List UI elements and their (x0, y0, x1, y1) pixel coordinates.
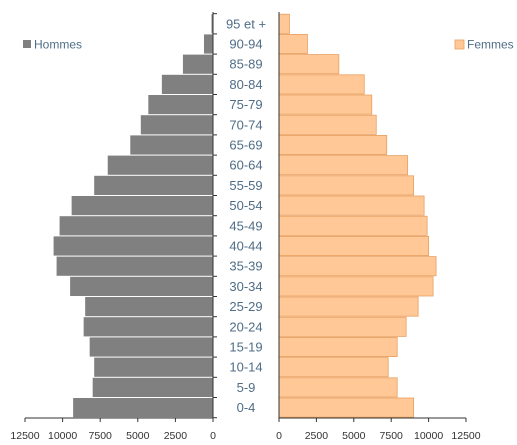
left-x-tick-label: 12500 (10, 430, 39, 442)
bar-hommes-55-59 (94, 175, 213, 195)
age-group-labels: 0-4 5-9 10-14 15-19 20-24 25-29 30-34 35-39 40-4… (226, 16, 266, 415)
bar-hommes-70-74 (140, 115, 213, 135)
age-label-85-89: 85-89 (229, 57, 262, 72)
bar-femmes-40-44 (278, 235, 430, 256)
age-label-5-9: 5-9 (237, 380, 256, 395)
bar-hommes-75-79 (148, 95, 213, 115)
bar-femmes-70-74 (278, 114, 377, 135)
age-label-0-4: 0-4 (237, 400, 256, 415)
left-x-tick-label: 10000 (48, 430, 77, 442)
bar-femmes-85-89 (278, 54, 340, 75)
bar-hommes-60-64 (107, 155, 213, 175)
bar-hommes-45-49 (59, 216, 214, 236)
right-x-tick-label: 7500 (380, 430, 404, 442)
bar-hommes-95-et-plus (211, 14, 213, 34)
age-label-50-54: 50-54 (229, 198, 262, 213)
bar-hommes-25-29 (85, 297, 213, 317)
age-label-90-94: 90-94 (229, 37, 262, 52)
left-x-tick-label: 7500 (89, 430, 113, 442)
age-label-75-79: 75-79 (229, 97, 262, 112)
right-x-tick-label: 5000 (342, 430, 366, 442)
age-label-70-74: 70-74 (229, 117, 262, 132)
bar-femmes-65-69 (278, 134, 388, 155)
bar-femmes-0-4 (278, 397, 415, 418)
axes: 12500 10000 7500 5000 2500 0 0 2500 5000 7500 1000… (10, 12, 481, 442)
age-label-20-24: 20-24 (229, 319, 262, 334)
bar-hommes-90-94 (203, 34, 213, 54)
legend-femmes-label: Femmes (467, 38, 514, 52)
bar-hommes-10-14 (94, 357, 213, 377)
bar-femmes-5-9 (278, 377, 398, 398)
legend-femmes-swatch (454, 39, 465, 50)
right-x-tick-label: 2500 (305, 430, 329, 442)
age-label-30-34: 30-34 (229, 279, 262, 294)
age-label-60-64: 60-64 (229, 158, 262, 173)
bar-femmes-55-59 (278, 175, 415, 196)
legend-hommes-label: Hommes (34, 38, 82, 52)
age-label-80-84: 80-84 (229, 77, 262, 92)
bar-femmes-30-34 (278, 276, 434, 297)
bar-femmes-45-49 (278, 215, 428, 236)
bar-femmes-25-29 (278, 296, 419, 317)
bar-femmes-15-19 (278, 336, 398, 357)
age-label-25-29: 25-29 (229, 299, 262, 314)
bar-hommes-85-89 (182, 54, 213, 74)
left-x-tick-label: 5000 (126, 430, 150, 442)
femmes-bars (278, 13, 437, 418)
age-label-10-14: 10-14 (229, 360, 262, 375)
right-x-tick-label: 12500 (451, 430, 480, 442)
bar-femmes-75-79 (278, 94, 373, 115)
bar-hommes-50-54 (71, 196, 214, 216)
legend: Hommes Femmes (23, 38, 514, 52)
bar-femmes-90-94 (278, 34, 308, 55)
age-label-35-39: 35-39 (229, 259, 262, 274)
bar-femmes-80-84 (278, 74, 365, 95)
bar-hommes-15-19 (89, 337, 213, 357)
bar-femmes-35-39 (278, 256, 437, 277)
age-label-15-19: 15-19 (229, 340, 262, 355)
bar-hommes-30-34 (70, 276, 214, 296)
bar-hommes-20-24 (83, 317, 213, 337)
bar-hommes-40-44 (53, 236, 213, 256)
right-x-tick-label: 0 (276, 430, 282, 442)
bar-hommes-65-69 (130, 135, 213, 155)
age-label-40-44: 40-44 (229, 239, 262, 254)
age-label-45-49: 45-49 (229, 218, 262, 233)
left-x-tick-label: 0 (210, 430, 216, 442)
bar-femmes-60-64 (278, 155, 409, 176)
legend-hommes-swatch (23, 40, 31, 48)
bar-femmes-20-24 (278, 316, 407, 337)
bar-femmes-10-14 (278, 357, 389, 378)
bar-hommes-80-84 (161, 74, 213, 94)
age-label-95-et-plus: 95 et + (226, 16, 266, 31)
bar-femmes-50-54 (278, 195, 425, 216)
age-label-65-69: 65-69 (229, 138, 262, 153)
bar-femmes-95-et-plus (278, 13, 290, 34)
bar-hommes-5-9 (92, 377, 213, 397)
hommes-bars (53, 14, 214, 418)
age-label-55-59: 55-59 (229, 178, 262, 193)
bar-hommes-0-4 (73, 398, 214, 418)
right-x-tick-label: 10000 (414, 430, 443, 442)
left-x-tick-label: 2500 (164, 430, 188, 442)
bar-hommes-35-39 (56, 256, 213, 276)
